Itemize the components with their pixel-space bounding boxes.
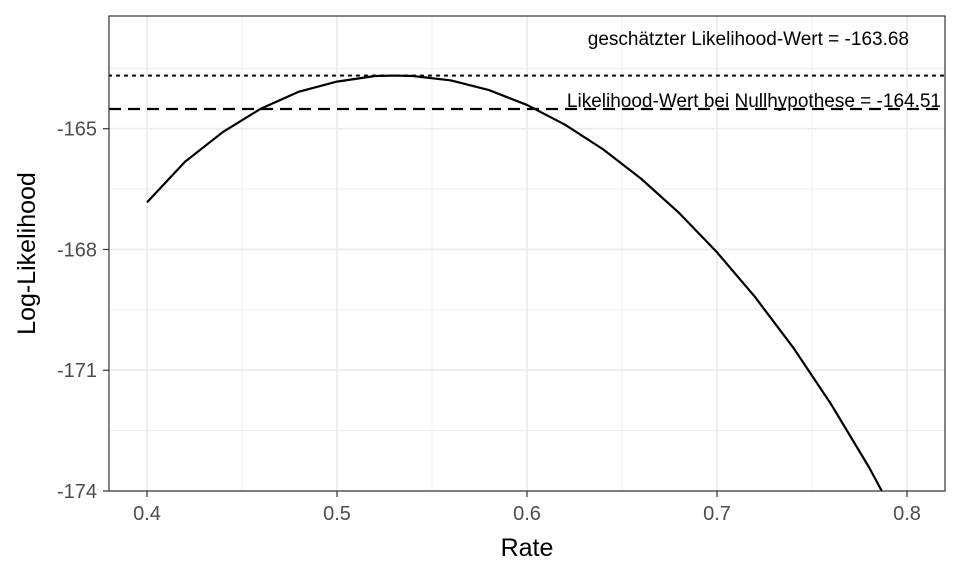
- log-likelihood-curve: [146, 74, 884, 491]
- x-tick-label: 0.7: [703, 503, 731, 525]
- x-tick-label: 0.5: [323, 503, 351, 525]
- y-tick-label: -168: [57, 239, 97, 261]
- null-hypothesis-label: Likelihood-Wert bei Nullhypothese = -164…: [567, 91, 941, 112]
- x-tick-label: 0.8: [893, 503, 921, 525]
- major-gridlines: [109, 16, 945, 492]
- y-tick-label: -171: [57, 360, 97, 382]
- x-tick-label: 0.6: [513, 503, 541, 525]
- x-axis: 0.4 0.5 0.6 0.7 0.8: [133, 491, 921, 525]
- y-axis-title: Log-Likelihood: [13, 172, 41, 335]
- x-axis-title: Rate: [501, 534, 554, 562]
- y-tick-label: -174: [57, 481, 97, 503]
- estimated-likelihood-label: geschätzter Likelihood-Wert = -163.68: [588, 29, 909, 50]
- y-tick-label: -165: [57, 119, 97, 141]
- x-tick-label: 0.4: [133, 503, 161, 525]
- y-axis: -165 -168 -171 -174: [57, 119, 109, 503]
